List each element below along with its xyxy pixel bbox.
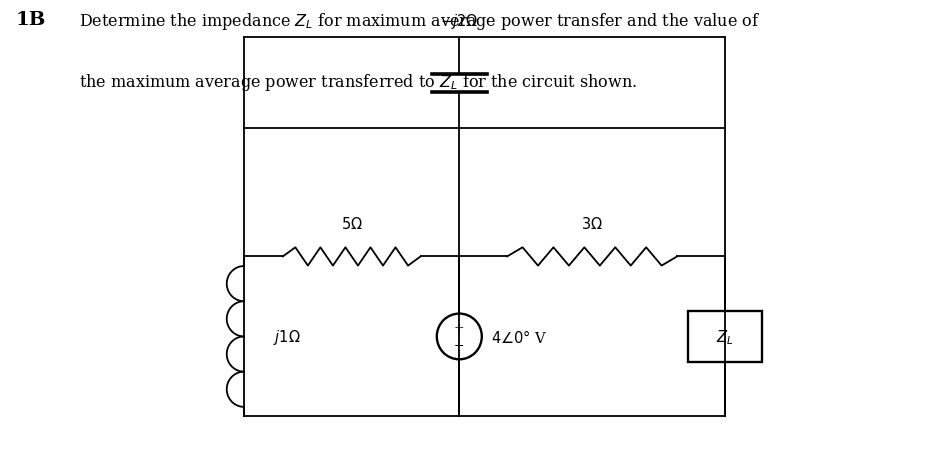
- Text: $3\Omega$: $3\Omega$: [581, 216, 603, 232]
- Text: $4\angle0\degree$ V: $4\angle0\degree$ V: [491, 328, 548, 345]
- Text: Determine the impedance $Z_L$ for maximum average power transfer and the value o: Determine the impedance $Z_L$ for maximu…: [80, 11, 760, 32]
- Text: +: +: [454, 321, 464, 334]
- Text: $5\Omega$: $5\Omega$: [341, 216, 362, 232]
- Text: $Z_L$: $Z_L$: [716, 327, 734, 346]
- Text: $j1\Omega$: $j1\Omega$: [273, 327, 300, 346]
- Bar: [688, 312, 762, 362]
- Text: 1B: 1B: [15, 11, 46, 28]
- Text: the maximum average power transferred to $Z_L$ for the circuit shown.: the maximum average power transferred to…: [80, 72, 637, 93]
- Text: $-j2\Omega$: $-j2\Omega$: [440, 12, 478, 31]
- Text: −: −: [454, 339, 464, 353]
